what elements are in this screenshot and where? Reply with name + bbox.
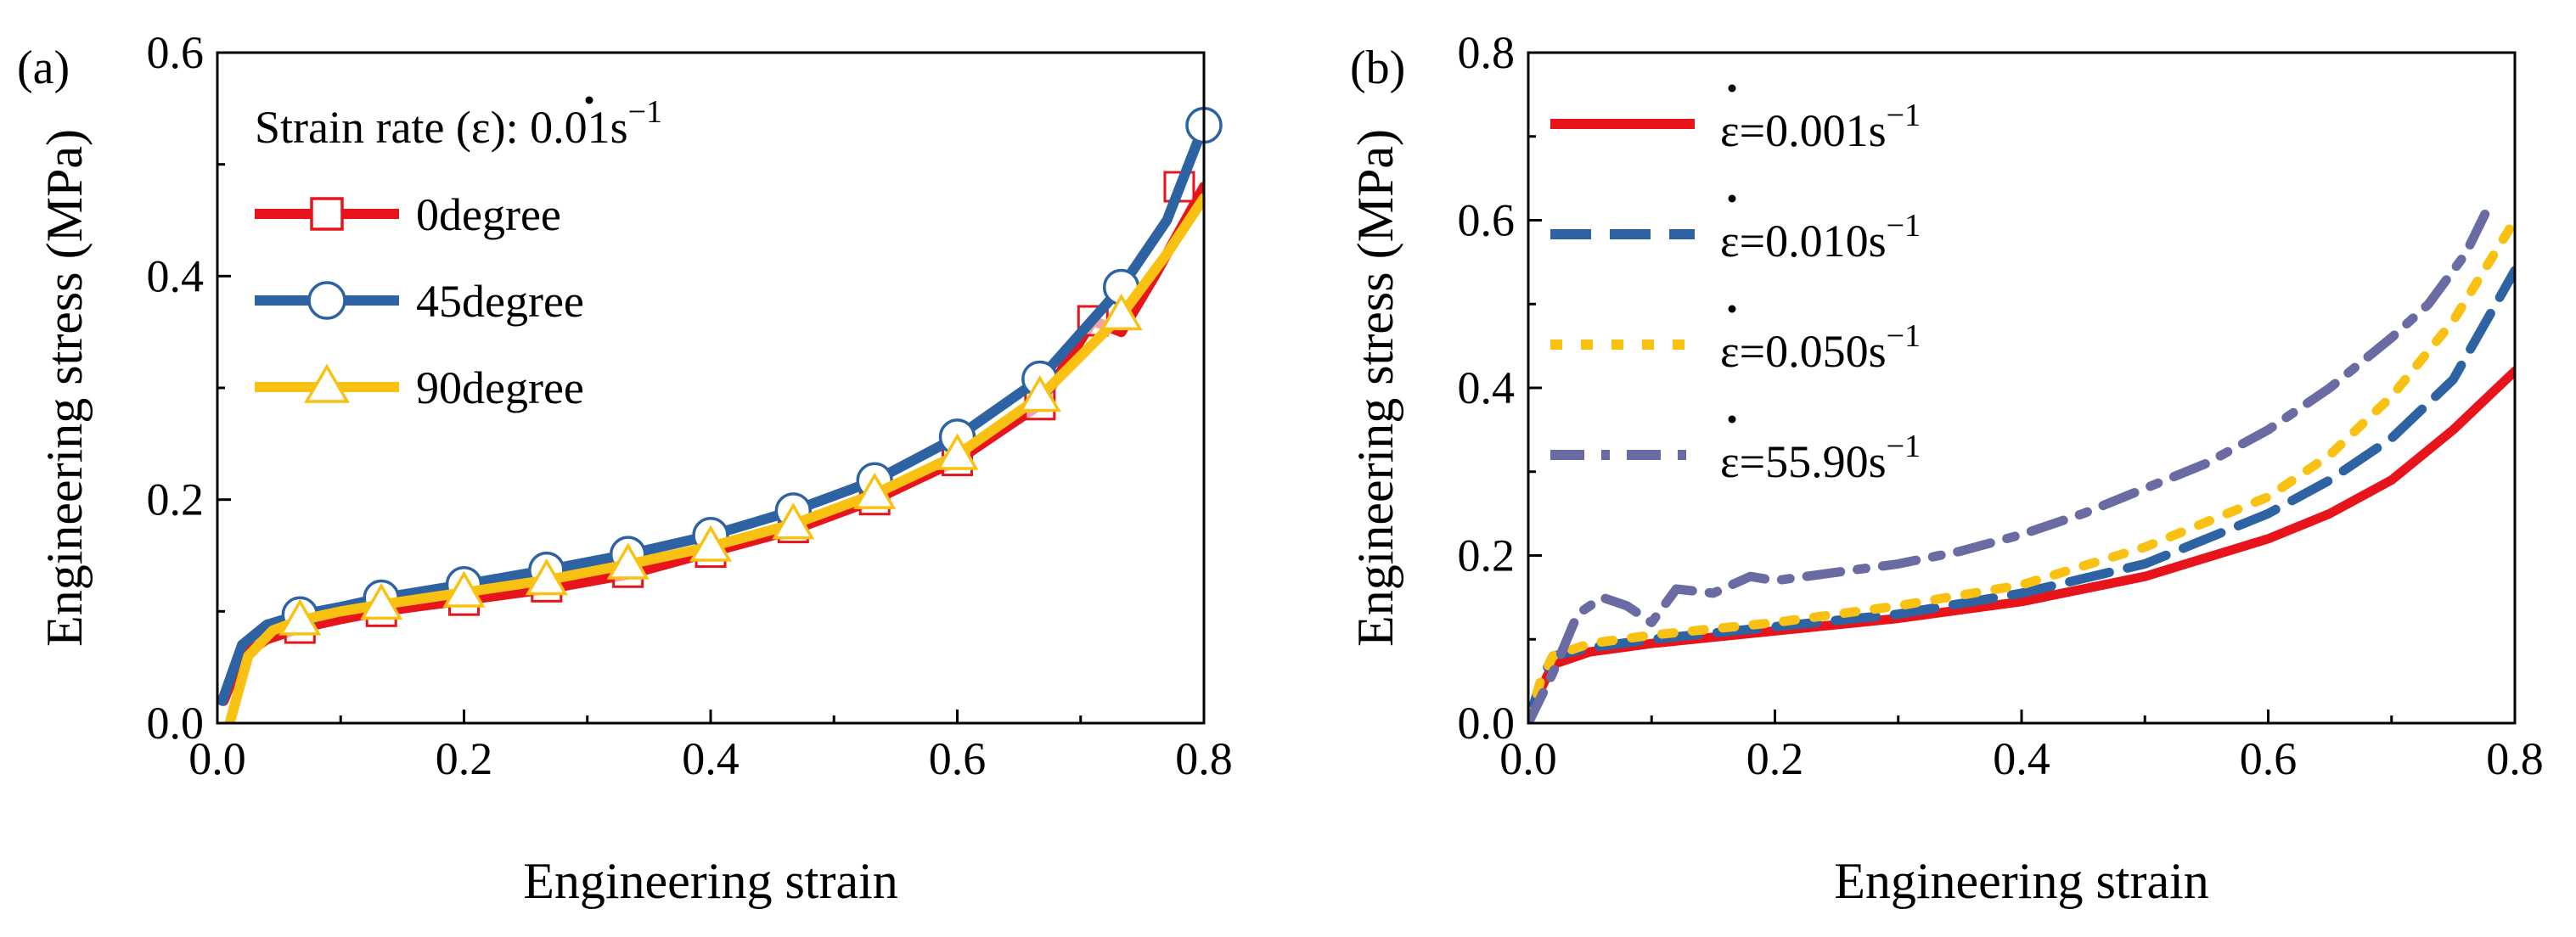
legend-label-1: ε=0.010s−1: [1720, 208, 1921, 267]
marker-triangle-0: [278, 598, 322, 636]
legend-label-1: 45degree: [416, 276, 584, 327]
series-line-a-2: [224, 193, 1204, 723]
series-line-b-2: [1528, 216, 2515, 723]
y-tick-label: 0.4: [1458, 362, 1516, 413]
panel-a-ylabel: Engineering stress (MPa): [37, 129, 93, 647]
strain-rate-dot: [585, 96, 593, 104]
x-tick-label: 0.8: [1175, 733, 1233, 784]
legend-marker-square: [310, 197, 344, 231]
legend-title-symbol: ε: [471, 102, 491, 153]
panel-a: (a) 0.0 0.2 0.4 0.6 0.8 0.0 0.2 0.4 0.6 Engineer…: [17, 27, 1233, 909]
x-tick-label: 0.4: [682, 733, 740, 784]
y-tick-label: 0.4: [147, 250, 205, 301]
y-tick-label: 0.2: [147, 474, 205, 525]
legend-label-main: ε=0.001s: [1720, 105, 1887, 156]
legend-label-sup: −1: [1887, 208, 1921, 244]
y-tick-label: 0.0: [1458, 698, 1516, 749]
legend-label-0: ε=0.001s−1: [1720, 98, 1921, 156]
panel-b-series: [1528, 199, 2515, 723]
panel-a-legend: Strain rate (ε): 0.01s−1 0degree 45degree…: [255, 94, 662, 413]
marker-triangle-1: [360, 582, 403, 620]
series-line-b-0: [1528, 366, 2515, 723]
legend-label-main: ε=55.90s: [1720, 436, 1887, 487]
y-tick-label: 0.8: [1458, 27, 1516, 78]
marker-triangle-6: [772, 502, 815, 540]
legend-label-main: ε=0.050s: [1720, 326, 1887, 377]
epsilon-dot: [1728, 194, 1736, 203]
series-line-b-3: [1528, 199, 2495, 723]
legend-marker-triangle: [303, 363, 351, 403]
marker-triangle-9: [1018, 375, 1061, 412]
epsilon-dot: [1728, 84, 1736, 93]
legend-label-3: ε=55.90s−1: [1720, 429, 1921, 487]
marker-triangle-7: [853, 472, 897, 509]
panel-b-xlabel: Engineering strain: [1834, 853, 2209, 909]
panel-b: (b) 0.0 0.2 0.4 0.6 0.8 0.0 0.2 0.4 0.6 0.8 Engin…: [1347, 27, 2544, 909]
y-tick-label: 0.2: [1458, 530, 1516, 581]
panel-a-ticks: 0.0 0.2 0.4 0.6 0.8 0.0 0.2 0.4 0.6: [147, 27, 1233, 784]
x-tick-label: 0.0: [1499, 733, 1557, 784]
y-tick-label: 0.0: [147, 698, 205, 749]
x-tick-label: 0.0: [188, 733, 246, 784]
legend-label-2: 90degree: [416, 362, 584, 413]
marker-triangle-3: [525, 558, 568, 596]
legend-label-sup: −1: [1887, 318, 1921, 354]
legend-label-sup: −1: [1887, 98, 1921, 133]
marker-triangle-5: [689, 525, 733, 562]
marker-triangle-4: [606, 542, 650, 580]
legend-title-middle: ): 0.01s: [491, 102, 628, 153]
panel-label-b: (b): [1350, 42, 1405, 94]
x-tick-label: 0.6: [929, 733, 987, 784]
panel-a-series: [217, 106, 1223, 723]
panel-a-xlabel: Engineering strain: [523, 853, 898, 909]
legend-label-sup: −1: [1887, 429, 1921, 464]
marker-triangle-8: [936, 433, 979, 470]
panel-b-legend: ε=0.001s−1ε=0.010s−1ε=0.050s−1ε=55.90s−1: [1550, 84, 1921, 487]
panel-label-a: (a): [17, 42, 70, 94]
y-tick-label: 0.6: [1458, 195, 1516, 246]
legend-title-prefix: Strain rate (: [255, 102, 471, 153]
marker-triangle-10: [1100, 293, 1143, 331]
y-tick-label: 0.6: [147, 27, 205, 78]
legend-title-a: Strain rate (ε): 0.01s−1: [255, 94, 662, 153]
x-tick-label: 0.4: [1993, 733, 2050, 784]
legend-marker-circle: [307, 281, 346, 320]
panel-a-frame: [216, 51, 1206, 725]
panel-b-frame: [1527, 51, 2517, 725]
legend-label-0: 0degree: [416, 189, 561, 240]
x-tick-label: 0.2: [1746, 733, 1804, 784]
epsilon-dot: [1728, 415, 1736, 424]
x-tick-label: 0.8: [2486, 733, 2544, 784]
marker-triangle-2: [442, 570, 486, 608]
x-tick-label: 0.2: [436, 733, 493, 784]
epsilon-dot: [1728, 305, 1736, 313]
legend-label-main: ε=0.010s: [1720, 216, 1887, 267]
x-tick-label: 0.6: [2240, 733, 2298, 784]
panel-b-ylabel: Engineering stress (MPa): [1347, 129, 1403, 647]
legend-label-2: ε=0.050s−1: [1720, 318, 1921, 377]
legend-title-sup: −1: [628, 94, 662, 130]
